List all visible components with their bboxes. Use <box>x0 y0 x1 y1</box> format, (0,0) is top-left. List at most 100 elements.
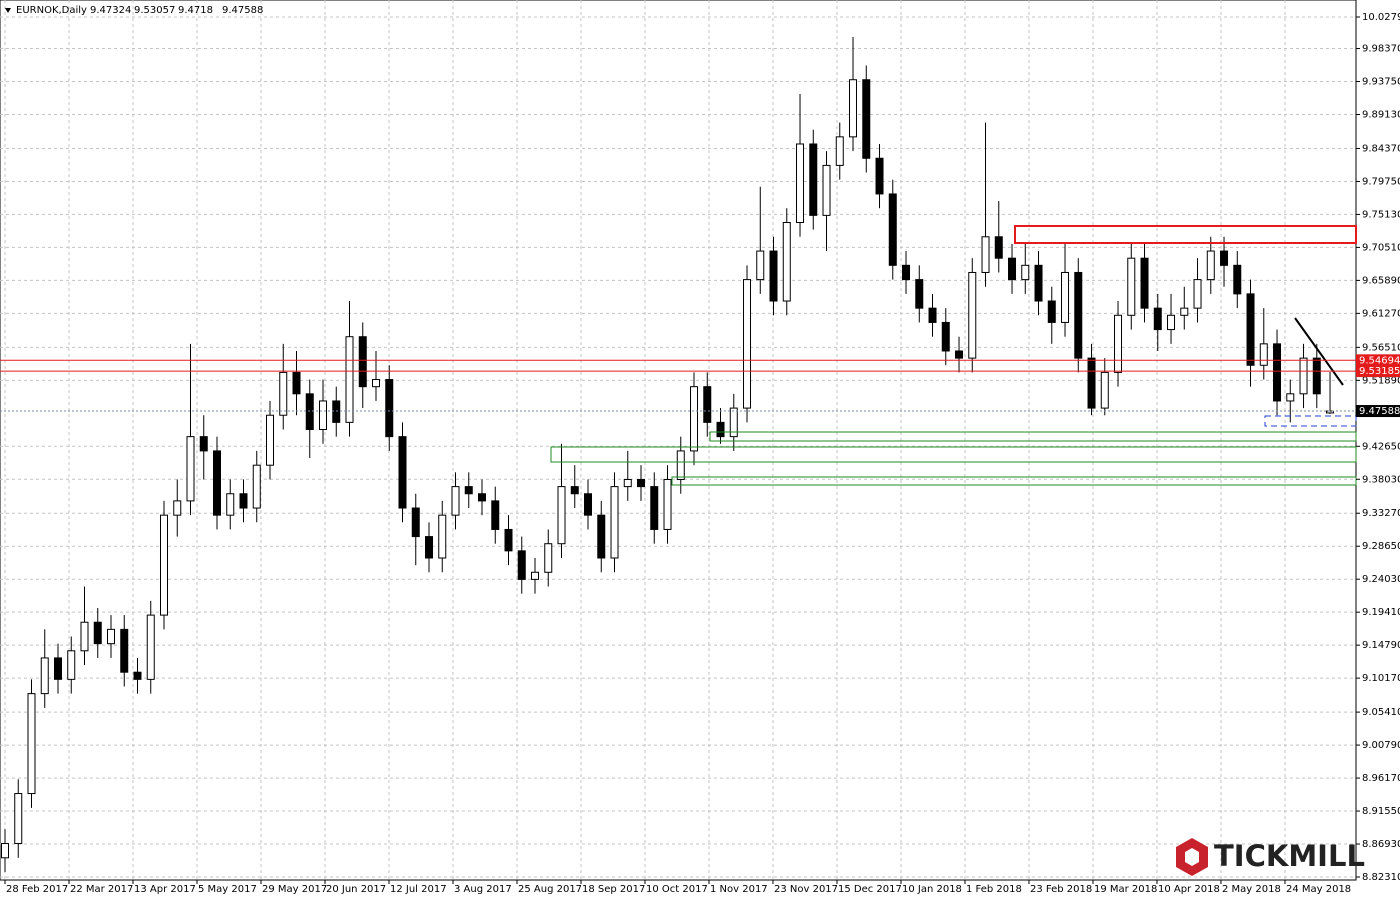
y-tick-label: 9.98370 <box>1362 44 1400 55</box>
candle-body <box>186 436 195 502</box>
candle-body <box>1100 371 1109 409</box>
candle-body <box>372 379 381 388</box>
y-tick-label: 9.00790 <box>1362 740 1400 751</box>
candle-body <box>120 628 129 673</box>
candle-body <box>610 486 619 559</box>
y-tick-label: 8.91550 <box>1362 806 1400 817</box>
y-tick-label: 10.02790 <box>1362 12 1400 23</box>
y-tick-label: 9.84370 <box>1362 143 1400 154</box>
y-tick-label: 8.82310 <box>1362 872 1400 883</box>
y-tick-label: 9.10170 <box>1362 673 1400 684</box>
candle-body <box>729 407 738 438</box>
x-tick-label: 20 Jun 2017 <box>326 884 386 895</box>
y-tick-label: 9.42650 <box>1362 441 1400 452</box>
support-zone <box>1264 415 1357 427</box>
support-zone <box>709 431 1357 442</box>
candle-body <box>173 500 182 516</box>
candle-body <box>239 493 248 509</box>
y-tick-label: 9.05410 <box>1362 707 1400 718</box>
candle-body <box>1206 250 1215 281</box>
candle-body <box>1193 279 1202 309</box>
y-tick-label: 8.86930 <box>1362 839 1400 850</box>
x-tick-label: 29 May 2017 <box>262 884 327 895</box>
candle-body <box>981 236 990 273</box>
plot-frame <box>0 0 1357 881</box>
candle-body <box>1021 264 1030 281</box>
candle-body <box>557 486 566 545</box>
current-price-bg <box>1356 405 1400 418</box>
candle-body <box>623 478 632 488</box>
candle-body <box>305 393 314 431</box>
candle-body <box>358 336 367 388</box>
candle-body <box>159 514 168 616</box>
candle-body <box>491 500 500 530</box>
candle-body <box>1140 257 1149 309</box>
logo: TICKMILL <box>1176 838 1365 876</box>
y-tick-label: 9.65890 <box>1362 275 1400 286</box>
candles <box>0 36 1335 873</box>
candle-body <box>968 271 977 359</box>
x-tick-label: 25 Aug 2017 <box>518 884 582 895</box>
resistance-zone <box>1014 225 1357 244</box>
x-tick-label: 12 Jul 2017 <box>390 884 447 895</box>
y-tick-label: 9.79750 <box>1362 176 1400 187</box>
candle-body <box>835 136 844 166</box>
y-tick-label: 9.93750 <box>1362 77 1400 88</box>
candle-body <box>27 693 36 795</box>
candle-body <box>517 550 526 580</box>
y-tick-label: 9.56510 <box>1362 342 1400 353</box>
support-zone <box>671 476 1357 486</box>
candle-body <box>93 621 102 645</box>
candle-body <box>1167 314 1176 331</box>
y-tick-label: 9.38030 <box>1362 474 1400 485</box>
candle-body <box>1180 307 1189 316</box>
x-tick-label: 23 Feb 2018 <box>1030 884 1092 895</box>
candle-body <box>809 143 818 216</box>
candle-body <box>994 236 1003 259</box>
candle-body <box>1087 357 1096 409</box>
candle-body <box>1273 343 1282 402</box>
candle-body <box>955 350 964 359</box>
candle-body <box>650 486 659 530</box>
x-tick-label: 19 Mar 2018 <box>1094 884 1157 895</box>
candle-body <box>1047 300 1056 323</box>
candle-body <box>106 628 115 645</box>
candle-body <box>703 386 712 423</box>
candle-body <box>53 657 62 680</box>
y-tick-label: 9.33270 <box>1362 508 1400 519</box>
candle-body <box>146 614 155 680</box>
x-tick-label: 18 Sep 2017 <box>582 884 645 895</box>
x-tick-label: 3 Aug 2017 <box>454 884 512 895</box>
candle-body <box>451 486 460 516</box>
candle-body <box>1127 257 1136 316</box>
x-tick-label: 23 Nov 2017 <box>774 884 838 895</box>
candle-body <box>822 164 831 216</box>
x-tick-label: 15 Dec 2017 <box>838 884 902 895</box>
candle-body <box>1233 264 1242 295</box>
candle-body <box>875 157 884 195</box>
level-label-bg <box>1356 365 1400 378</box>
price-axis: 10.02790 9.98370 9.93750 9.89130 9.84370 9.79… <box>4 12 1400 895</box>
candle-body <box>0 843 9 859</box>
candle-body <box>1259 343 1268 366</box>
y-tick-label: 9.75130 <box>1362 209 1400 220</box>
candle-body <box>1286 393 1295 402</box>
candle-body <box>411 507 420 538</box>
candle-body <box>1326 410 1335 414</box>
logo-icon-inner <box>1185 848 1199 866</box>
y-tick-label: 9.14790 <box>1362 640 1400 651</box>
candle-body <box>663 478 672 530</box>
candle-body <box>345 336 354 423</box>
candle-body <box>425 536 434 559</box>
x-tick-label: 2 May 2018 <box>1222 884 1281 895</box>
y-tick-label: 9.89130 <box>1362 109 1400 120</box>
candle-body <box>40 657 49 695</box>
candle-body <box>597 514 606 559</box>
candle-body <box>888 193 897 266</box>
candle-body <box>14 793 23 845</box>
y-tick-label: 9.28650 <box>1362 541 1400 552</box>
candle-body <box>1074 271 1083 359</box>
candle-body <box>1061 271 1070 323</box>
candle-body <box>1008 257 1017 281</box>
